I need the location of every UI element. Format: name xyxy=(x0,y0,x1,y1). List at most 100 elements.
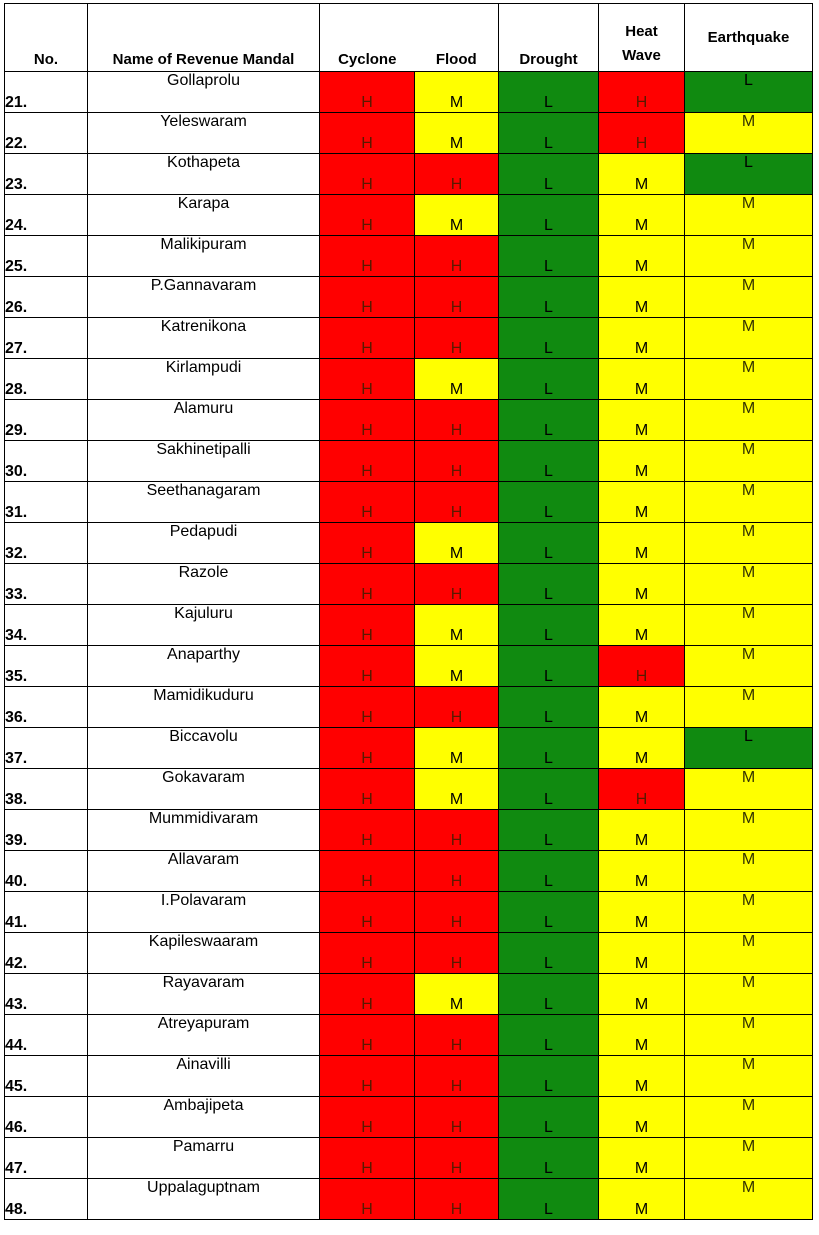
mandal-name: Gokavaram xyxy=(87,768,320,810)
cyclone-level: H xyxy=(319,727,415,769)
flood-level: H xyxy=(414,809,499,851)
drought-level: L xyxy=(498,1014,599,1056)
earthquake-level: M xyxy=(684,235,813,277)
mandal-name: I.Polavaram xyxy=(87,891,320,933)
row-number: 37. xyxy=(4,727,88,769)
row-number: 40. xyxy=(4,850,88,892)
mandal-name: Malikipuram xyxy=(87,235,320,277)
table-row: 36. Mamidikuduru H H L M M xyxy=(4,686,813,728)
flood-level: M xyxy=(414,727,499,769)
flood-level: H xyxy=(414,1178,499,1220)
flood-level: H xyxy=(414,317,499,359)
flood-level: H xyxy=(414,153,499,195)
cyclone-level: H xyxy=(319,481,415,523)
heat-wave-level: M xyxy=(598,358,685,400)
table-row: 31. Seethanagaram H H L M M xyxy=(4,481,813,523)
heat-wave-level: M xyxy=(598,563,685,605)
heat-wave-level: M xyxy=(598,1055,685,1097)
heat-wave-level: M xyxy=(598,235,685,277)
row-number: 41. xyxy=(4,891,88,933)
flood-level: M xyxy=(414,768,499,810)
heat-wave-level: H xyxy=(598,768,685,810)
heat-wave-level: M xyxy=(598,481,685,523)
heat-wave-level: M xyxy=(598,891,685,933)
earthquake-level: M xyxy=(684,522,813,564)
header-flood: Flood xyxy=(414,3,499,72)
drought-level: L xyxy=(498,809,599,851)
cyclone-level: H xyxy=(319,276,415,318)
heat-wave-level: M xyxy=(598,932,685,974)
mandal-name: Uppalaguptnam xyxy=(87,1178,320,1220)
heat-wave-level: M xyxy=(598,153,685,195)
cyclone-level: H xyxy=(319,1055,415,1097)
mandal-name: Sakhinetipalli xyxy=(87,440,320,482)
flood-level: M xyxy=(414,71,499,113)
row-number: 38. xyxy=(4,768,88,810)
table-row: 41. I.Polavaram H H L M M xyxy=(4,891,813,933)
table-row: 43. Rayavaram H M L M M xyxy=(4,973,813,1015)
drought-level: L xyxy=(498,71,599,113)
row-number: 43. xyxy=(4,973,88,1015)
heat-wave-level: M xyxy=(598,194,685,236)
earthquake-level: M xyxy=(684,809,813,851)
earthquake-level: M xyxy=(684,194,813,236)
row-number: 48. xyxy=(4,1178,88,1220)
cyclone-level: H xyxy=(319,686,415,728)
drought-level: L xyxy=(498,522,599,564)
cyclone-level: H xyxy=(319,440,415,482)
mandal-name: Kapileswaaram xyxy=(87,932,320,974)
earthquake-level: M xyxy=(684,604,813,646)
mandal-name: Karapa xyxy=(87,194,320,236)
earthquake-level: M xyxy=(684,276,813,318)
heat-wave-level: H xyxy=(598,71,685,113)
mandal-name: Pamarru xyxy=(87,1137,320,1179)
flood-level: H xyxy=(414,563,499,605)
heat-wave-level: M xyxy=(598,850,685,892)
flood-level: H xyxy=(414,932,499,974)
cyclone-level: H xyxy=(319,1178,415,1220)
mandal-name: Yeleswaram xyxy=(87,112,320,154)
table-body: 21. Gollaprolu H M L H L 22. Yeleswaram H M L H M 23. K… xyxy=(4,71,813,1220)
table-row: 40. Allavaram H H L M M xyxy=(4,850,813,892)
earthquake-level: M xyxy=(684,1096,813,1138)
mandal-name: Alamuru xyxy=(87,399,320,441)
cyclone-level: H xyxy=(319,399,415,441)
table-row: 44. Atreyapuram H H L M M xyxy=(4,1014,813,1056)
mandal-name: Kajuluru xyxy=(87,604,320,646)
drought-level: L xyxy=(498,358,599,400)
drought-level: L xyxy=(498,768,599,810)
row-number: 35. xyxy=(4,645,88,687)
cyclone-level: H xyxy=(319,358,415,400)
flood-level: M xyxy=(414,973,499,1015)
drought-level: L xyxy=(498,645,599,687)
cyclone-level: H xyxy=(319,1137,415,1179)
cyclone-level: H xyxy=(319,850,415,892)
mandal-name: Rayavaram xyxy=(87,973,320,1015)
row-number: 30. xyxy=(4,440,88,482)
table-row: 33. Razole H H L M M xyxy=(4,563,813,605)
drought-level: L xyxy=(498,563,599,605)
flood-level: M xyxy=(414,604,499,646)
drought-level: L xyxy=(498,481,599,523)
table-row: 25. Malikipuram H H L M M xyxy=(4,235,813,277)
earthquake-level: L xyxy=(684,727,813,769)
table-row: 26. P.Gannavaram H H L M M xyxy=(4,276,813,318)
drought-level: L xyxy=(498,440,599,482)
table-row: 22. Yeleswaram H M L H M xyxy=(4,112,813,154)
hazard-risk-table: No. Name of Revenue Mandal Cyclone Flood… xyxy=(4,3,813,1220)
header-mandal-name: Name of Revenue Mandal xyxy=(87,3,320,72)
drought-level: L xyxy=(498,891,599,933)
flood-level: H xyxy=(414,440,499,482)
drought-level: L xyxy=(498,317,599,359)
flood-level: M xyxy=(414,645,499,687)
earthquake-level: M xyxy=(684,768,813,810)
earthquake-level: M xyxy=(684,440,813,482)
cyclone-level: H xyxy=(319,973,415,1015)
heat-wave-level: M xyxy=(598,1096,685,1138)
header-cyclone: Cyclone xyxy=(319,3,415,72)
table-row: 45. Ainavilli H H L M M xyxy=(4,1055,813,1097)
mandal-name: Ainavilli xyxy=(87,1055,320,1097)
flood-level: H xyxy=(414,1014,499,1056)
flood-level: M xyxy=(414,358,499,400)
flood-level: M xyxy=(414,194,499,236)
